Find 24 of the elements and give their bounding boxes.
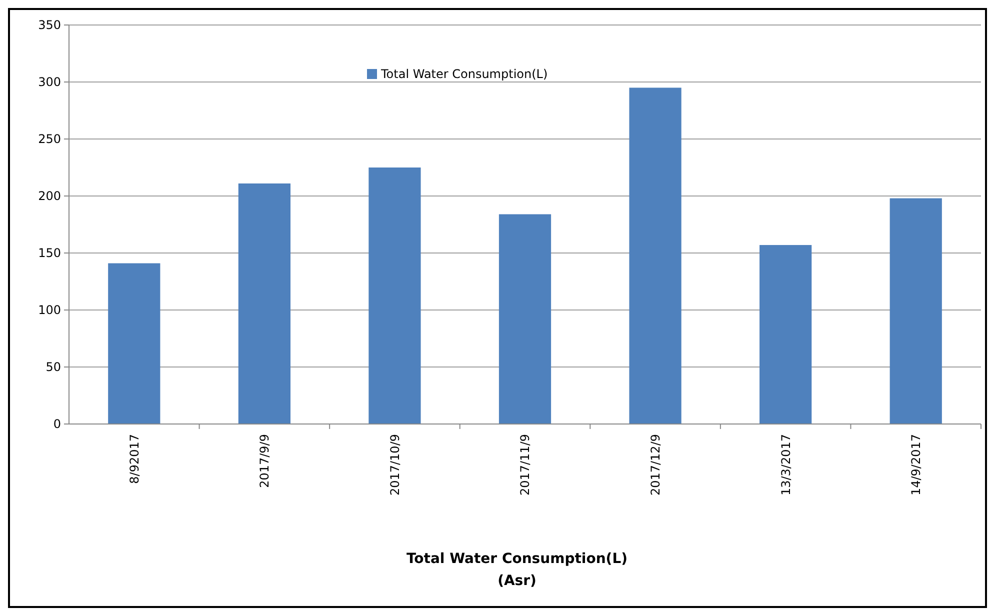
y-tick-label: 0 <box>53 417 61 432</box>
x-tick-label: 14/9/2017 <box>909 434 924 496</box>
bar <box>890 198 942 424</box>
y-tick-label: 50 <box>46 360 61 374</box>
bar <box>760 245 812 424</box>
y-tick-label: 200 <box>38 189 61 204</box>
x-tick-label: 2017/9/9 <box>258 434 272 488</box>
legend-label: Total Water Consumption(L) <box>380 67 548 82</box>
y-tick-label: 150 <box>38 246 61 260</box>
bar <box>238 183 290 424</box>
x-tick-label: 8/92017 <box>127 434 142 484</box>
x-tick-label: 13/3/2017 <box>778 434 793 496</box>
bar <box>498 214 552 424</box>
x-tick-label: 2017/10/9 <box>388 434 402 496</box>
bar <box>629 88 682 424</box>
bar <box>108 263 160 424</box>
y-tick-label: 300 <box>38 75 61 90</box>
y-tick-label: 350 <box>38 18 61 32</box>
x-tick-label: 2017/11/9 <box>518 434 532 496</box>
y-tick-label: 250 <box>38 132 61 146</box>
x-axis-title: Total Water Consumption(L) (Asr) <box>406 551 628 589</box>
y-tick-label: 100 <box>38 303 61 318</box>
bar <box>368 168 421 424</box>
x-tick-label: 2017/12/9 <box>648 434 662 496</box>
